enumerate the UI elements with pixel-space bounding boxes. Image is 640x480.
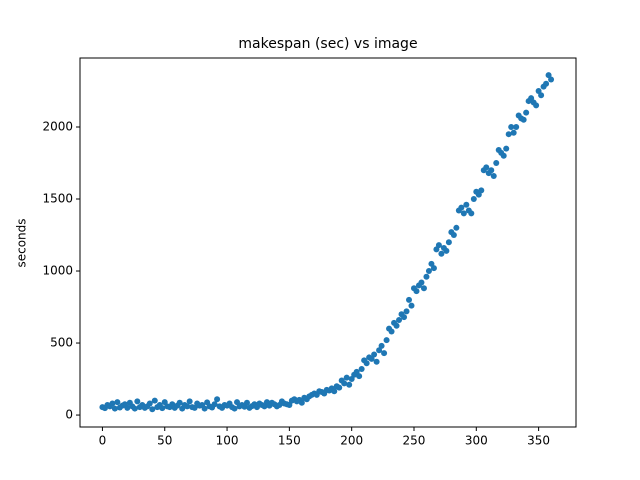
point [114, 399, 121, 406]
point [408, 302, 415, 309]
y-tick-label: 1500 [42, 192, 73, 206]
point [393, 322, 400, 329]
plot-frame [79, 57, 577, 428]
point [214, 396, 221, 403]
point [131, 405, 138, 412]
point [336, 384, 343, 391]
point [396, 316, 403, 323]
point [490, 172, 497, 179]
point [450, 232, 457, 239]
x-tick-label: 100 [216, 434, 239, 448]
point [383, 337, 390, 344]
point [513, 123, 520, 130]
y-axis-label: seconds [15, 218, 29, 267]
point [378, 342, 385, 349]
x-tick-label: 250 [403, 434, 426, 448]
point [483, 164, 490, 171]
point [146, 400, 153, 407]
x-tick-label: 150 [278, 434, 301, 448]
point [453, 224, 460, 231]
point [413, 288, 420, 295]
point [430, 265, 437, 272]
point [403, 308, 410, 315]
point [176, 399, 183, 406]
point [298, 399, 305, 406]
point [124, 404, 131, 411]
point [505, 131, 512, 138]
point [151, 397, 158, 404]
x-tick-label: 350 [527, 434, 550, 448]
point [503, 145, 510, 152]
point [356, 373, 363, 380]
point [460, 210, 467, 217]
point [488, 167, 495, 174]
point [435, 242, 442, 249]
point [468, 210, 475, 217]
point [423, 273, 430, 280]
point [381, 350, 388, 357]
y-tick-label: 0 [65, 408, 73, 422]
point [331, 388, 338, 395]
point [211, 401, 218, 408]
y-tick-label: 500 [50, 336, 73, 350]
point [111, 405, 118, 412]
y-tick-label: 1000 [42, 264, 73, 278]
x-tick-label: 0 [99, 434, 107, 448]
point [346, 381, 353, 388]
point [363, 360, 370, 367]
x-tick-label: 200 [340, 434, 363, 448]
point [533, 102, 540, 109]
point [184, 403, 191, 410]
point [373, 358, 380, 365]
point [500, 152, 507, 159]
point [243, 399, 250, 406]
point [358, 365, 365, 372]
point [343, 374, 350, 381]
x-tick-label: 300 [465, 434, 488, 448]
point [508, 123, 515, 130]
point [478, 187, 485, 194]
point [523, 109, 530, 116]
point [443, 247, 450, 254]
point [406, 296, 413, 303]
point [341, 380, 348, 387]
point [149, 406, 156, 413]
point [231, 405, 238, 412]
point [510, 129, 517, 136]
point [470, 196, 477, 203]
point [538, 92, 545, 99]
point [371, 351, 378, 358]
point [420, 285, 427, 292]
point [159, 405, 166, 412]
point [418, 279, 425, 286]
point [438, 250, 445, 257]
point [548, 76, 555, 83]
point [458, 204, 465, 211]
point [425, 268, 432, 275]
point [543, 80, 550, 87]
point [201, 405, 208, 412]
point [463, 201, 470, 208]
point [520, 116, 527, 123]
point [134, 398, 141, 405]
point [493, 159, 500, 166]
point [109, 400, 116, 407]
chart-title: makespan (sec) vs image [238, 36, 417, 52]
point [445, 239, 452, 246]
point [186, 398, 193, 405]
x-tick-label: 50 [157, 434, 172, 448]
y-tick-label: 2000 [42, 119, 73, 133]
point [388, 328, 395, 335]
point [401, 314, 408, 321]
